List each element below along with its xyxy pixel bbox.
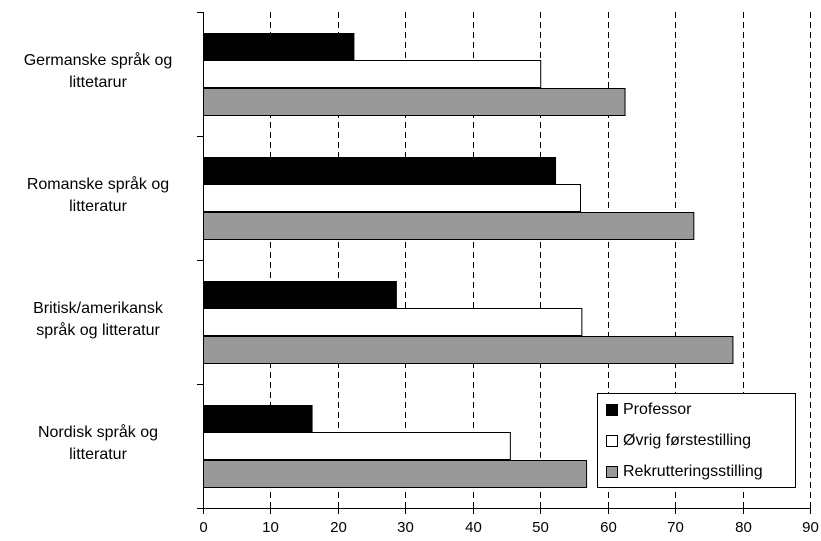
legend-label-professor: Professor: [623, 401, 692, 418]
x-tick-label: 60: [600, 519, 617, 536]
axes: [197, 12, 811, 514]
category-label: Nordisk språk og litteratur: [3, 422, 193, 466]
bar--vrig-f-rstestilling-0: [203, 60, 542, 88]
bar-professor-2: [203, 281, 397, 309]
bar--vrig-f-rstestilling-3: [203, 432, 511, 460]
bar-professor-1: [203, 157, 557, 185]
legend-swatch-rekruttering: [606, 466, 618, 478]
x-tick-label: 30: [397, 519, 414, 536]
x-tick-label: 0: [199, 519, 207, 536]
legend-item-ovrig: Øvrig førstestilling: [606, 430, 751, 452]
x-tick-labels: 0 10 20 30 40 50 60 70 80 90: [199, 519, 819, 536]
x-tick-label: 20: [330, 519, 347, 536]
category-label-line: Germanske språk og: [23, 52, 173, 69]
bar-professor-0: [203, 33, 355, 61]
legend-swatch-professor: [606, 404, 618, 416]
category-label-line: språk og litteratur: [36, 322, 160, 339]
bar-rekrutteringsstilling-0: [203, 88, 626, 116]
category-label-line: litteratur: [69, 446, 127, 463]
x-tick-label: 80: [735, 519, 752, 536]
category-label-line: litteratur: [69, 198, 127, 215]
bar--vrig-f-rstestilling-2: [203, 308, 583, 336]
x-tick-label: 10: [262, 519, 279, 536]
category-label-line: Nordisk språk og: [37, 424, 159, 441]
legend-item-rekruttering: Rekrutteringsstilling: [606, 461, 763, 483]
x-tick-label: 50: [532, 519, 549, 536]
bar-professor-3: [203, 405, 313, 433]
category-label: Britisk/amerikansk språk og litteratur: [3, 298, 193, 342]
bar-rekrutteringsstilling-1: [203, 212, 695, 240]
x-tick-label: 70: [667, 519, 684, 536]
x-tick-label: 40: [465, 519, 482, 536]
category-label: Germanske språk og littetarur: [3, 50, 193, 94]
legend-label-ovrig: Øvrig førstestilling: [623, 432, 752, 449]
legend-item-professor: Professor: [606, 399, 691, 421]
bars: [203, 33, 734, 488]
legend-swatch-ovrig: [606, 435, 618, 447]
category-label-line: Britisk/amerikansk: [33, 300, 163, 317]
x-tick-label: 90: [802, 519, 819, 536]
category-label: Romanske språk og litteratur: [3, 174, 193, 218]
bar-rekrutteringsstilling-2: [203, 336, 734, 364]
bar--vrig-f-rstestilling-1: [203, 184, 582, 212]
category-label-line: littetarur: [69, 74, 127, 91]
legend-label-rekruttering: Rekrutteringsstilling: [623, 463, 763, 480]
legend: Professor Øvrig førstestilling Rekrutter…: [597, 393, 796, 488]
bar-rekrutteringsstilling-3: [203, 460, 588, 488]
category-label-line: Romanske språk og: [26, 176, 170, 193]
